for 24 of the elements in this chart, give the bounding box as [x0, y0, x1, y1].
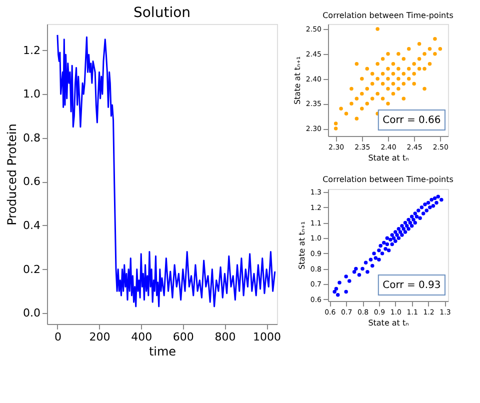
- y-tick-label: 0.0: [23, 306, 40, 320]
- y-axis-title: State at tₙ₊₁: [297, 221, 306, 270]
- chart-title: Correlation between Time-points: [322, 175, 454, 184]
- y-axis-title: Produced Protein: [5, 124, 20, 226]
- x-tick-label: 0: [54, 330, 62, 344]
- y-tick-label: 0.2: [23, 262, 40, 276]
- x-tick-label: 200: [89, 330, 110, 344]
- chart-title: Solution: [133, 5, 191, 21]
- x-tick-label: 400: [131, 330, 152, 344]
- chart-title: Correlation between Time-points: [322, 11, 454, 20]
- y-tick-label: 1.2: [23, 44, 40, 57]
- annotation: Corr = 0.66: [382, 115, 441, 126]
- annotation: Corr = 0.93: [382, 280, 441, 291]
- y-tick-label: 1.0: [23, 88, 40, 101]
- x-axis-title: time: [148, 344, 176, 358]
- x-tick-label: 600: [172, 330, 194, 344]
- x-axis-title: State at tₙ: [368, 154, 409, 162]
- y-tick-label: 0.6: [23, 175, 40, 188]
- y-tick-label: 0.4: [23, 218, 40, 232]
- line-series: [56, 34, 276, 308]
- x-axis-title: State at tₙ: [368, 318, 409, 328]
- x-tick-label: 1000: [253, 330, 282, 344]
- y-axis-title: State at tₙ₊₁: [292, 56, 302, 105]
- x-tick-label: 800: [214, 330, 236, 344]
